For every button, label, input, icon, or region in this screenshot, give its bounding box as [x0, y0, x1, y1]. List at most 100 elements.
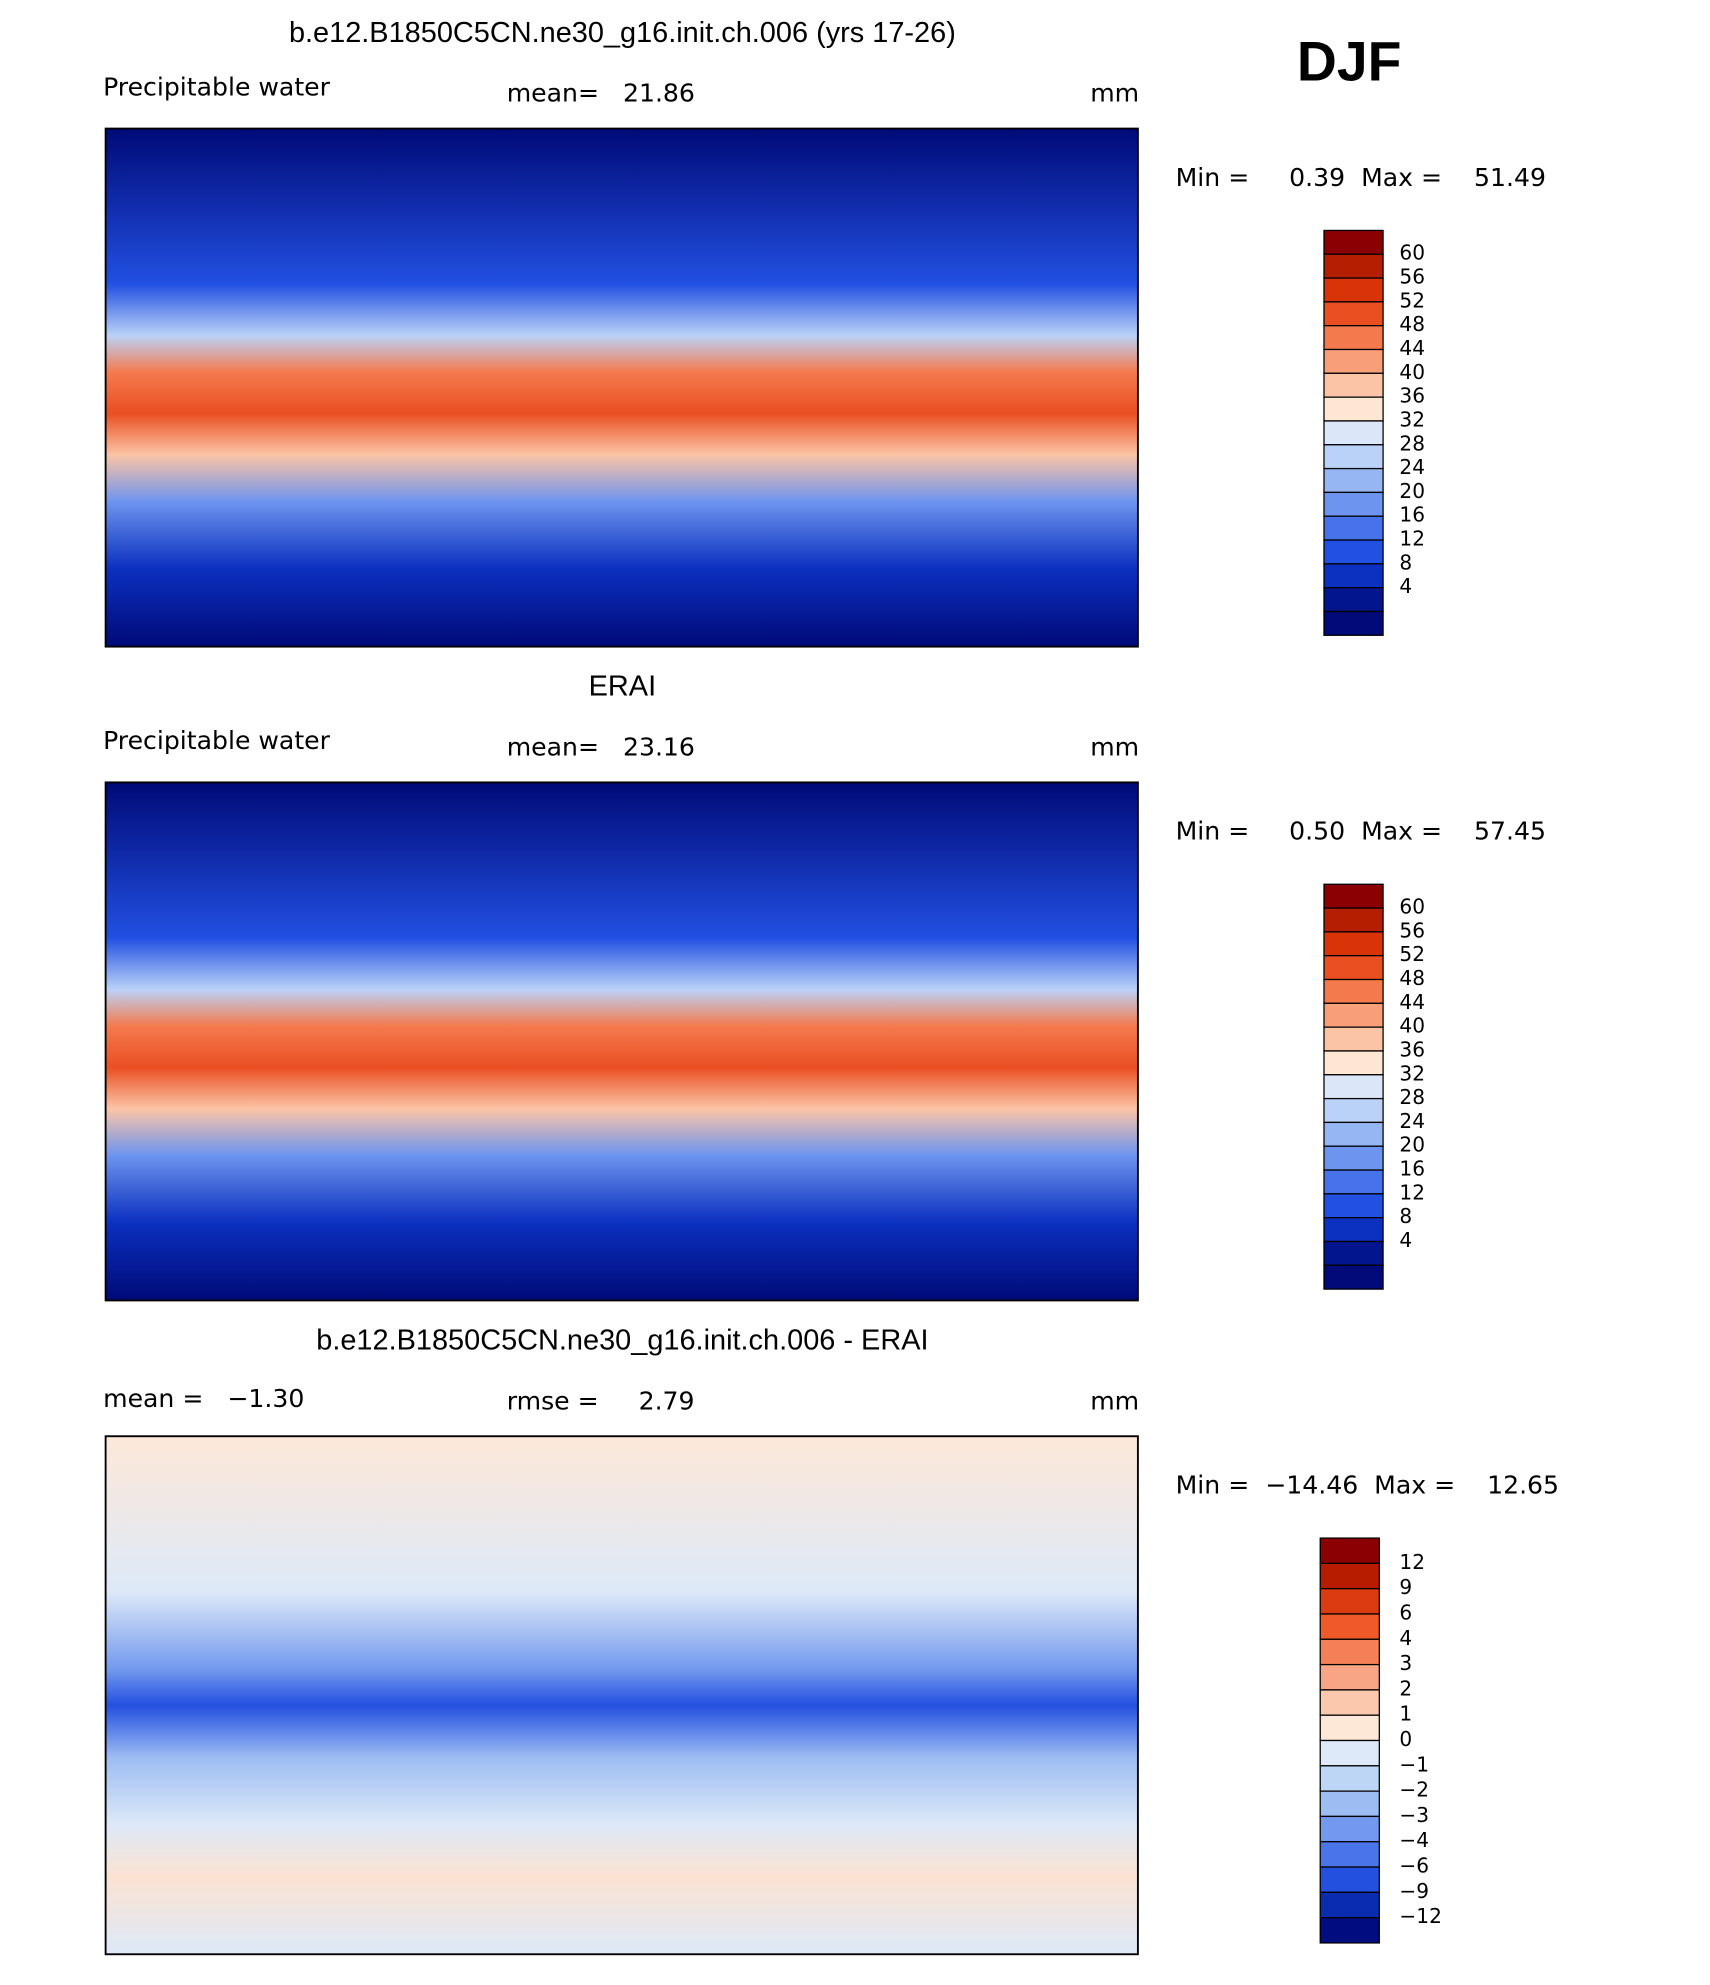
colorbar-label: 24 — [1399, 1109, 1425, 1133]
colorbar-box — [1323, 325, 1384, 351]
panel-title: ERAI — [589, 671, 656, 703]
min-max-stats: Min = 0.50 Max = 57.45 — [1176, 817, 1546, 846]
colorbar-box — [1323, 1264, 1384, 1290]
colorbar-box — [1323, 1002, 1384, 1028]
colorbar-box — [1323, 1169, 1384, 1195]
colorbar-box — [1323, 978, 1384, 1004]
colorbar-label: 56 — [1399, 265, 1425, 289]
colorbar-box — [1319, 1562, 1380, 1590]
colorbar-box — [1323, 1240, 1384, 1266]
colorbar-box — [1319, 1537, 1380, 1565]
min-max-stats: Min = −14.46 Max = 12.65 — [1176, 1471, 1559, 1500]
min-max-stats: Min = 0.39 Max = 51.49 — [1176, 163, 1546, 192]
colorbar-label: 20 — [1399, 1133, 1425, 1157]
colorbar-box — [1323, 491, 1384, 517]
colorbar-label: 1 — [1399, 1702, 1412, 1726]
panel-title: b.e12.B1850C5CN.ne30_g16.init.ch.006 (yr… — [289, 17, 956, 49]
colorbar-label: 24 — [1399, 455, 1425, 479]
colorbar-label: 6 — [1399, 1600, 1412, 1624]
colorbar-label: 16 — [1399, 503, 1425, 527]
colorbar-label: 32 — [1399, 1061, 1425, 1085]
colorbar-label: 12 — [1399, 527, 1425, 551]
colorbar-box — [1323, 610, 1384, 636]
colorbar-box — [1319, 1663, 1380, 1691]
units-label: mm — [1090, 79, 1139, 108]
colorbar-box — [1319, 1588, 1380, 1615]
colorbar-label: 28 — [1399, 431, 1425, 455]
left-label: Precipitable water — [103, 726, 331, 755]
colorbar-box — [1323, 396, 1384, 422]
colorbar-box — [1323, 1026, 1384, 1052]
colorbar-label: 4 — [1399, 574, 1412, 598]
colorbar-label: 8 — [1399, 1204, 1412, 1228]
map — [104, 127, 1139, 648]
colorbar-label: 56 — [1399, 918, 1425, 942]
colorbar-box — [1319, 1790, 1380, 1818]
colorbar-box — [1323, 229, 1384, 255]
colorbar-label: 2 — [1399, 1676, 1412, 1700]
colorbar-label: 8 — [1399, 550, 1412, 574]
colorbar-label: 9 — [1399, 1575, 1412, 1599]
colorbar-box — [1323, 1050, 1384, 1076]
left-label: Precipitable water — [103, 72, 331, 101]
colorbar-box — [1323, 1217, 1384, 1243]
colorbar-box — [1319, 1891, 1380, 1919]
colorbar-box — [1323, 539, 1384, 565]
colorbar-label: 40 — [1399, 360, 1425, 384]
left-label: mean = −1.30 — [103, 1384, 304, 1413]
colorbar-label: 16 — [1399, 1157, 1425, 1181]
colorbar-label: 3 — [1399, 1651, 1412, 1675]
colorbar-label: 12 — [1399, 1180, 1425, 1204]
colorbar-box — [1319, 1638, 1380, 1666]
colorbar-box — [1323, 955, 1384, 981]
colorbar-label: −4 — [1399, 1828, 1429, 1852]
colorbar-box — [1323, 372, 1384, 398]
colorbar-label: 44 — [1399, 336, 1425, 360]
colorbar-box — [1323, 907, 1384, 933]
units-label: mm — [1090, 1386, 1139, 1415]
colorbar-label: 52 — [1399, 288, 1425, 312]
colorbar-box — [1323, 587, 1384, 613]
season-label: DJF — [1297, 30, 1401, 92]
center-label: rmse = 2.79 — [507, 1386, 695, 1415]
colorbar-label: 40 — [1399, 1014, 1425, 1038]
colorbar-label: 28 — [1399, 1085, 1425, 1109]
colorbar-label: 4 — [1399, 1626, 1412, 1650]
colorbar-box — [1323, 563, 1384, 589]
colorbar-label: 12 — [1399, 1550, 1425, 1574]
colorbar-label: 60 — [1399, 895, 1425, 919]
colorbar-label: 0 — [1399, 1727, 1412, 1751]
colorbar-label: −9 — [1399, 1879, 1429, 1903]
colorbar-box — [1319, 1714, 1380, 1742]
center-label: mean= 23.16 — [507, 732, 695, 761]
colorbar-box — [1323, 444, 1384, 470]
colorbar-label: −1 — [1399, 1752, 1429, 1776]
colorbar-box — [1323, 883, 1384, 909]
colorbar-label: −6 — [1399, 1854, 1429, 1878]
colorbar-box — [1319, 1689, 1380, 1716]
colorbar-label: 48 — [1399, 312, 1425, 336]
units-label: mm — [1090, 732, 1139, 761]
colorbar-label: −3 — [1399, 1803, 1429, 1827]
colorbar-box — [1319, 1866, 1380, 1893]
colorbar-label: 52 — [1399, 942, 1425, 966]
colorbar-box — [1319, 1739, 1380, 1767]
colorbar-box — [1323, 1145, 1384, 1171]
colorbar-label: 4 — [1399, 1228, 1412, 1252]
colorbar-box — [1323, 420, 1384, 446]
colorbar-label: 36 — [1399, 384, 1425, 408]
colorbar-box — [1319, 1917, 1380, 1944]
colorbar-box — [1323, 1121, 1384, 1147]
center-label: mean= 21.86 — [507, 79, 695, 108]
map — [104, 1435, 1139, 1956]
colorbar-box — [1323, 467, 1384, 494]
colorbar-box — [1323, 1074, 1384, 1100]
colorbar-box — [1319, 1613, 1380, 1640]
colorbar-box — [1323, 1193, 1384, 1219]
colorbar-label: −12 — [1399, 1904, 1441, 1928]
colorbar-box — [1323, 301, 1384, 327]
colorbar-box — [1323, 1097, 1384, 1124]
colorbar-label: −2 — [1399, 1778, 1429, 1802]
